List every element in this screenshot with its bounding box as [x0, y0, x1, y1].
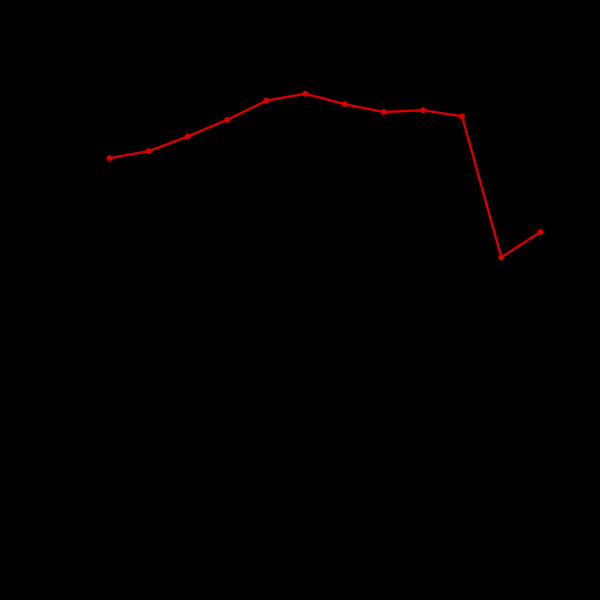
line-chart: 2010 2012 2014 2016 2018 2020 0 10 20 30 40 50 % of …: [0, 0, 600, 600]
series-marker: [342, 101, 348, 107]
series-marker: [537, 229, 543, 235]
series-marker: [381, 109, 387, 115]
series-marker: [185, 133, 191, 139]
series-marker: [459, 113, 465, 119]
x-tick-label: 2016: [329, 489, 360, 505]
annotation-text: Mean: 38.97%: [305, 228, 402, 245]
series-marker: [498, 254, 504, 260]
x-tick-label: 2010: [94, 489, 125, 505]
y-tick-label: 30: [64, 211, 80, 227]
series-marker: [146, 148, 152, 154]
x-tick-label: 2014: [251, 489, 282, 505]
series-marker: [263, 98, 269, 104]
series-marker: [224, 117, 230, 123]
y-tick-label: 20: [64, 298, 80, 314]
x-tick-label: 2012: [172, 489, 203, 505]
series-marker: [420, 107, 426, 113]
x-tick-label: 2018: [407, 489, 438, 505]
y-tick-label: 0: [72, 472, 80, 488]
x-tick-label: 2020: [486, 489, 517, 505]
y-tick-label: 10: [64, 385, 80, 401]
y-tick-label: 40: [64, 124, 80, 140]
series-marker: [107, 155, 113, 161]
series-marker: [302, 91, 308, 97]
y-axis-label: % of revenue streaming, industry-wide: [22, 135, 39, 390]
y-tick-label: 50: [64, 37, 80, 53]
